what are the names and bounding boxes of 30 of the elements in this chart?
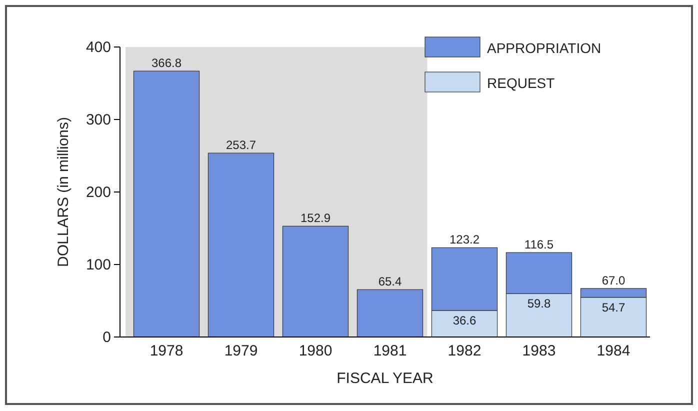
bar xyxy=(282,226,349,338)
legend-label: APPROPRIATION xyxy=(487,40,602,56)
x-tick-label: 1982 xyxy=(448,342,482,360)
total-label: 253.7 xyxy=(226,138,256,152)
x-tick-label: 1983 xyxy=(522,342,556,360)
y-tick-label: 400 xyxy=(86,38,111,56)
x-axis-title: FISCAL YEAR xyxy=(336,370,434,387)
y-tick-label: 0 xyxy=(102,328,111,346)
total-label: 116.5 xyxy=(524,238,554,252)
bar xyxy=(208,152,274,338)
x-tick-label: 1979 xyxy=(224,342,258,360)
x-tick-label: 1981 xyxy=(373,342,407,360)
total-label: 366.8 xyxy=(151,56,182,70)
data-label: 59.8 xyxy=(527,296,551,311)
legend-label: REQUEST xyxy=(487,75,556,91)
total-label: 123.2 xyxy=(449,232,480,247)
y-tick-label: 300 xyxy=(86,111,111,128)
x-tick-label: 1980 xyxy=(298,342,332,360)
x-tick-label: 1978 xyxy=(150,342,184,360)
total-label: 65.4 xyxy=(378,274,402,289)
total-label: 152.9 xyxy=(300,211,331,226)
data-label: 36.6 xyxy=(452,313,476,328)
bar xyxy=(356,289,424,338)
y-tick-label: 200 xyxy=(86,184,111,201)
total-label: 67.0 xyxy=(602,273,626,288)
x-tick-label: 1984 xyxy=(596,342,630,360)
bar xyxy=(133,70,200,338)
data-label: 54.7 xyxy=(602,300,626,314)
y-tick-label: 100 xyxy=(86,256,111,274)
y-axis-title: DOLLARS (in millions) xyxy=(55,116,72,268)
